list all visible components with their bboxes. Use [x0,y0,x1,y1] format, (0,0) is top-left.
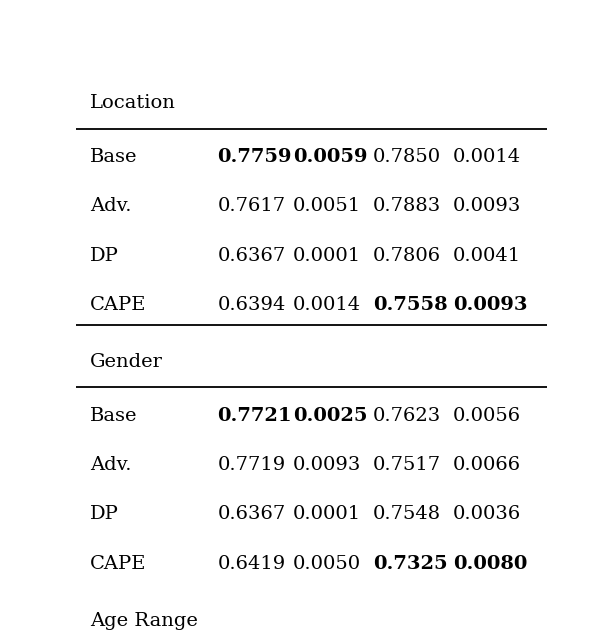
Text: 0.0001: 0.0001 [293,506,361,524]
Text: 0.7623: 0.7623 [373,407,441,425]
Text: 0.7850: 0.7850 [373,148,441,166]
Text: DP: DP [90,247,119,265]
Text: 0.6367: 0.6367 [218,506,286,524]
Text: 0.0014: 0.0014 [453,148,521,166]
Text: Location: Location [90,94,176,112]
Text: 0.0080: 0.0080 [453,554,527,573]
Text: 0.0051: 0.0051 [293,197,361,215]
Text: 0.0050: 0.0050 [293,554,361,573]
Text: CAPE: CAPE [90,554,147,573]
Text: 0.7325: 0.7325 [373,554,447,573]
Text: Base: Base [90,407,137,425]
Text: 0.0041: 0.0041 [453,247,521,265]
Text: 0.7548: 0.7548 [373,506,441,524]
Text: 0.0066: 0.0066 [453,456,521,474]
Text: Base: Base [90,148,137,166]
Text: CAPE: CAPE [90,296,147,314]
Text: 0.0059: 0.0059 [293,148,367,166]
Text: 0.0014: 0.0014 [293,296,361,314]
Text: 0.0093: 0.0093 [453,296,528,314]
Text: 0.7558: 0.7558 [373,296,447,314]
Text: 0.0093: 0.0093 [293,456,361,474]
Text: Age Range: Age Range [90,612,198,630]
Text: Adv.: Adv. [90,456,132,474]
Text: DP: DP [90,506,119,524]
Text: 0.0056: 0.0056 [453,407,521,425]
Text: 0.0036: 0.0036 [453,506,521,524]
Text: 0.7617: 0.7617 [218,197,286,215]
Text: Adv.: Adv. [90,197,132,215]
Text: 0.7759: 0.7759 [218,148,292,166]
Text: 0.7806: 0.7806 [373,247,441,265]
Text: 0.6394: 0.6394 [218,296,286,314]
Text: 0.6367: 0.6367 [218,247,286,265]
Text: 0.7721: 0.7721 [218,407,292,425]
Text: 0.7517: 0.7517 [373,456,441,474]
Text: 0.7719: 0.7719 [218,456,286,474]
Text: 0.7883: 0.7883 [373,197,441,215]
Text: 0.6419: 0.6419 [218,554,286,573]
Text: 0.0001: 0.0001 [293,247,361,265]
Text: 0.0025: 0.0025 [293,407,367,425]
Text: 0.0093: 0.0093 [453,197,521,215]
Text: Gender: Gender [90,353,163,371]
